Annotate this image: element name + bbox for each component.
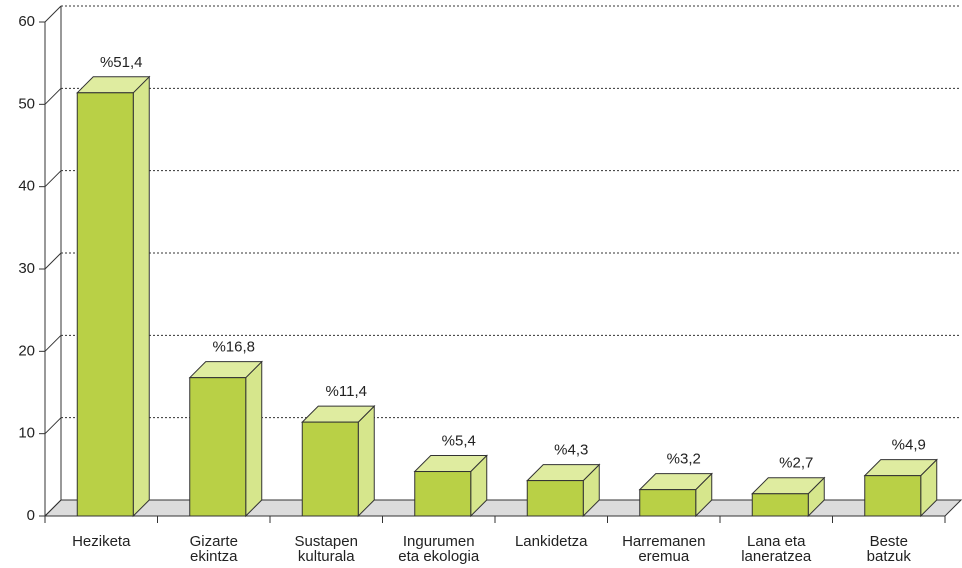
bar-front <box>301 421 359 517</box>
bar-side <box>245 360 263 518</box>
value-label: %16,8 <box>212 339 255 356</box>
bar-front <box>526 480 584 517</box>
bar-front <box>864 475 922 517</box>
axis-depth <box>44 170 62 188</box>
y-tick-label: 30 <box>18 260 35 277</box>
bar-front <box>639 489 697 517</box>
value-label: %2,7 <box>779 455 813 472</box>
value-label: %3,2 <box>667 451 701 468</box>
y-tick-label: 10 <box>18 425 35 442</box>
axis-depth <box>44 87 62 105</box>
bar <box>413 454 488 518</box>
axis-depth <box>44 417 62 435</box>
bar <box>526 463 601 518</box>
y-tick-label: 50 <box>18 95 35 112</box>
x-tick-label: Gizarte ekintza <box>190 533 239 565</box>
bar-front <box>751 493 809 517</box>
bar <box>751 476 826 518</box>
bar <box>863 458 938 518</box>
axis-depth <box>44 5 62 23</box>
axis-depth <box>44 499 62 517</box>
x-tick-label: Beste batzuk <box>867 533 912 565</box>
x-tick-label-line: batzuk <box>867 548 912 565</box>
x-tick-label-line: Heziketa <box>72 533 131 550</box>
bar-front <box>189 377 247 517</box>
x-tick-label-line: eremua <box>638 548 690 565</box>
y-tick-label: 60 <box>18 13 35 30</box>
x-tick-label: Lana eta laneratzea <box>741 533 812 565</box>
y-tick-label: 0 <box>27 507 35 524</box>
value-label: %11,4 <box>326 383 367 400</box>
x-tick-label-line: laneratzea <box>741 548 812 565</box>
x-tick-label: Harremanen eremua <box>622 533 705 565</box>
x-tick-label-line: Ingurumen <box>403 533 475 550</box>
value-label: %5,4 <box>442 433 476 450</box>
bar-side <box>357 404 375 518</box>
x-tick-label-line: Harremanen <box>622 533 705 550</box>
value-label: %4,9 <box>892 437 926 454</box>
x-tick-label-line: ekintza <box>190 548 238 565</box>
bar-front <box>76 92 134 517</box>
x-tick-label-line: Lankidetza <box>515 533 588 550</box>
x-tick-label-line: Sustapen <box>295 533 358 550</box>
x-tick-label: Heziketa <box>72 533 131 550</box>
x-tick-label: Lankidetza <box>515 533 588 550</box>
bar <box>188 360 263 518</box>
bar <box>76 75 151 518</box>
y-tick-label: 20 <box>18 342 35 359</box>
y-tick-label: 40 <box>18 178 35 195</box>
axis-depth <box>44 334 62 352</box>
x-tick-label: Sustapen kulturala <box>295 533 358 565</box>
value-label: %4,3 <box>554 442 588 459</box>
bar-side <box>132 75 150 518</box>
value-label: %51,4 <box>100 54 143 71</box>
x-tick-label-line: Lana eta <box>747 533 806 550</box>
x-tick-label: Ingurumen eta ekologia <box>398 533 480 565</box>
x-tick-label-line: Gizarte <box>190 533 238 550</box>
x-tick-label-line: eta ekologia <box>398 548 480 565</box>
bar <box>301 404 376 518</box>
floor <box>43 499 962 517</box>
x-tick-label-line: Beste <box>870 533 908 550</box>
axis-depth <box>44 252 62 270</box>
x-tick-label-line: kulturala <box>298 548 355 565</box>
bar-front <box>414 471 472 517</box>
bar <box>638 472 713 518</box>
